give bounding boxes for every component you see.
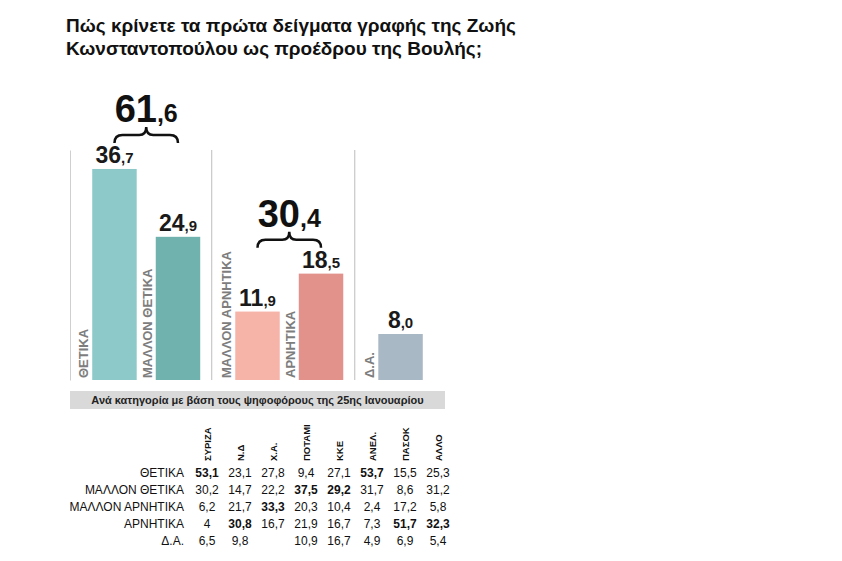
data-label: 8,0 xyxy=(388,307,413,333)
y-axis xyxy=(70,151,71,381)
table-cell: 10,9 xyxy=(294,534,318,548)
table-cell: 37,5 xyxy=(294,483,318,497)
column-header: ΣΥΡΙΖΑ xyxy=(202,427,213,461)
table-cell: 22,2 xyxy=(261,483,285,497)
table-cell: 10,4 xyxy=(327,500,351,514)
table-cell: 9,4 xyxy=(298,466,315,480)
table-cell: 6,9 xyxy=(397,534,414,548)
row-label: ΜΑΛΛΟΝ ΘΕΤΙΚΑ xyxy=(85,483,184,497)
category-label: ΜΑΛΛΟΝ ΘΕΤΙΚΑ xyxy=(140,268,155,378)
table-cell: 21,7 xyxy=(228,500,252,514)
separator xyxy=(211,150,212,380)
table-cell: 30,2 xyxy=(195,483,219,497)
bar xyxy=(378,334,422,380)
table-cell: 31,2 xyxy=(426,483,450,497)
table-cell: 20,3 xyxy=(294,500,318,514)
title: Πώς κρίνετε τα πρώτα δείγματα γραφής της… xyxy=(66,15,516,59)
data-label: 18,5 xyxy=(302,247,340,273)
column-header: ΠΟΤΑΜΙ xyxy=(301,424,312,461)
table-cell: 9,8 xyxy=(232,534,249,548)
table-cell: 23,1 xyxy=(228,466,252,480)
bar xyxy=(299,274,343,380)
data-label: 11,9 xyxy=(239,285,276,311)
column-header: ΚΚΕ xyxy=(334,441,345,461)
table-cell: 6,2 xyxy=(199,500,216,514)
table-cell: 4 xyxy=(204,517,211,531)
table-cell: 21,9 xyxy=(294,517,318,531)
table-cell: 33,3 xyxy=(261,500,285,514)
table-cell: 16,7 xyxy=(261,517,285,531)
table-cell: 32,3 xyxy=(426,517,450,531)
row-label: ΘΕΤΙΚΑ xyxy=(140,466,184,480)
column-header: ΑΛΛΟ xyxy=(433,434,444,461)
bars xyxy=(92,169,423,380)
row-label: Δ.Α. xyxy=(161,534,184,548)
chart: Πώς κρίνετε τα πρώτα δείγματα γραφής της… xyxy=(0,0,842,561)
column-header: ΠΑΣΟΚ xyxy=(400,427,411,461)
table-cell: 31,7 xyxy=(360,483,384,497)
table-title-band xyxy=(70,391,445,409)
table-cell: 4,9 xyxy=(364,534,381,548)
table-cell: 53,1 xyxy=(195,466,219,480)
table-cell: 7,3 xyxy=(364,517,381,531)
row-label: ΜΑΛΛΟΝ ΑΡΝΗΤΙΚΑ xyxy=(70,500,184,514)
row-label: ΑΡΝΗΤΙΚΑ xyxy=(124,517,184,531)
group-total: 30,4 xyxy=(258,193,321,235)
table-cell: 6,5 xyxy=(199,534,216,548)
table-cell: 53,7 xyxy=(360,466,384,480)
table-cell: 8,6 xyxy=(397,483,414,497)
table-cell: 17,2 xyxy=(393,500,417,514)
group-total: 61,6 xyxy=(115,88,178,130)
separator xyxy=(354,150,355,380)
data-label: 24,9 xyxy=(159,210,197,236)
table-cell: 27,8 xyxy=(261,466,285,480)
table-cell: 16,7 xyxy=(327,517,351,531)
category-label: ΑΡΝΗΤΙΚΑ xyxy=(283,310,298,378)
category-label: ΜΑΛΛΟΝ ΑΡΝΗΤΙΚΑ xyxy=(219,250,234,378)
category-label: ΘΕΤΙΚΑ xyxy=(76,328,91,378)
table-cell: 30,8 xyxy=(228,517,252,531)
table-cell: 51,7 xyxy=(393,517,417,531)
bar xyxy=(92,169,136,380)
table-cell: 5,8 xyxy=(430,500,447,514)
table-cell: 15,5 xyxy=(393,466,417,480)
axis-line xyxy=(70,151,71,381)
data-label: 36,7 xyxy=(95,142,133,168)
column-header: Ν.Δ xyxy=(235,445,246,462)
table-cell: 29,2 xyxy=(327,483,351,497)
column-header: Χ.Α. xyxy=(268,443,279,461)
table-cell: 27,1 xyxy=(327,466,351,480)
column-header: ΑΝΕΛ. xyxy=(367,432,378,461)
table-cell: 14,7 xyxy=(228,483,252,497)
table-cell: 5,4 xyxy=(430,534,447,548)
bar xyxy=(156,237,200,380)
table-cell: 16,7 xyxy=(327,534,351,548)
bar xyxy=(235,312,279,380)
category-label: Δ.Α. xyxy=(362,352,377,378)
table-cell: 25,3 xyxy=(426,466,450,480)
table-cell: 2,4 xyxy=(364,500,381,514)
table-title: Ανά κατηγορία με βάση τους ψηφοφόρους τη… xyxy=(91,394,423,407)
